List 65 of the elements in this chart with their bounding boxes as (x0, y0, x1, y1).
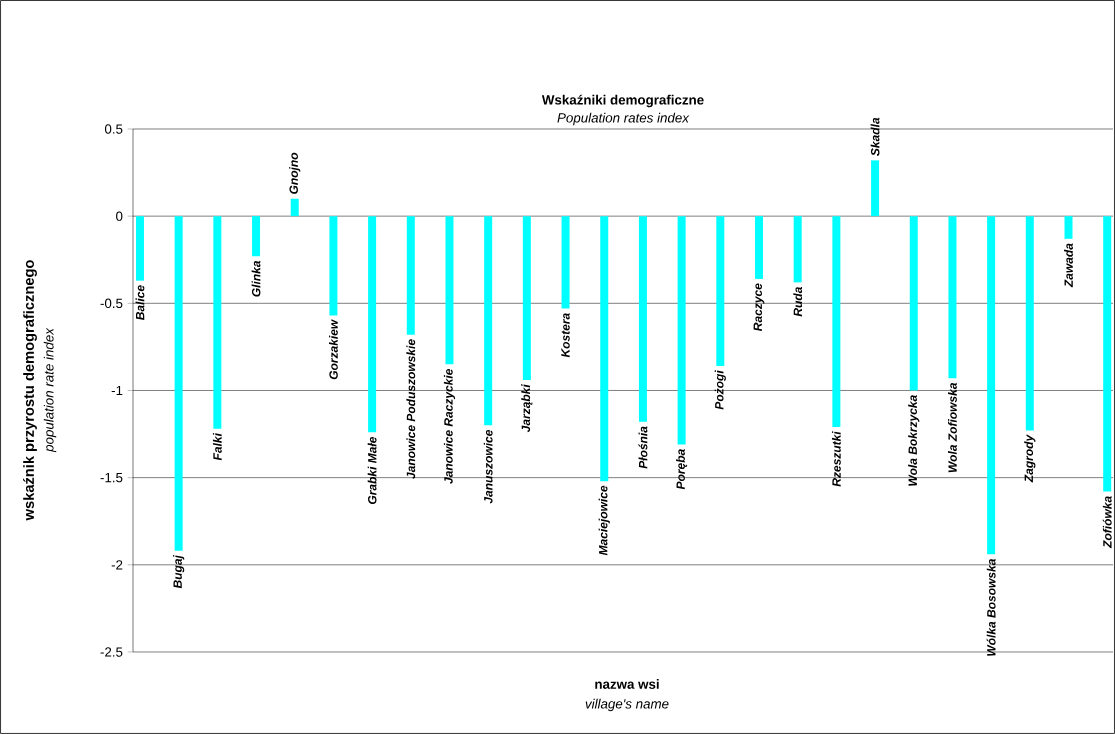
x-tick-label: Poręba (676, 449, 688, 490)
bar (871, 160, 880, 217)
x-tick-label: Płośnia (638, 426, 648, 469)
x-tick-label: Wólka Bosowska (986, 558, 996, 656)
x-tick-label: Maciejowice (598, 485, 610, 556)
bar (252, 216, 261, 257)
y-tick-label: -1.5 (100, 472, 123, 483)
x-tick-label: Rzeszutki (831, 431, 841, 487)
bar (445, 216, 454, 365)
bar (406, 216, 415, 335)
x-tick-label: Grabki Małe (367, 436, 377, 505)
x-tick-label: Januszowice (483, 429, 493, 504)
bar (638, 216, 647, 422)
y-tick-label: 0 (116, 211, 123, 221)
y-tick-label: -0.5 (100, 298, 123, 309)
bar (909, 216, 918, 391)
y-tick-label: -1 (111, 385, 123, 396)
x-tick-label: Wola Zofiowska (948, 382, 957, 473)
bar (290, 198, 299, 217)
bar (600, 216, 609, 482)
bar (329, 216, 338, 316)
bar (213, 216, 222, 429)
chart-subtitle: Population rates index (557, 112, 690, 126)
bar (522, 216, 531, 381)
x-tick-label: Ruda (793, 287, 803, 317)
bar (174, 216, 183, 551)
text: population rate index (43, 327, 57, 453)
x-tick-label: Jarząbki (521, 384, 533, 433)
y-tick-label: -2.5 (100, 647, 123, 657)
x-tick-label: Wola Bokrzycka (908, 395, 920, 486)
x-tick-label: Gnojno (289, 152, 301, 194)
bar (793, 216, 802, 283)
bar (561, 216, 570, 309)
x-tick-label: Zawada (1064, 243, 1073, 288)
text: village's name (585, 698, 669, 712)
x-tick-label: Balice (135, 285, 145, 321)
x-axis-title: nazwa wsi (595, 679, 659, 689)
bar (1025, 216, 1034, 431)
bar (832, 216, 841, 428)
x-tick-label: Glinka (251, 260, 261, 297)
x-tick-label: Raczyce (753, 283, 765, 332)
bar (716, 216, 725, 367)
y-axis-title: wskaźnik przyrostu demograficznego (23, 260, 37, 521)
bar (948, 216, 957, 379)
x-tick-label: Janowice Raczyckie (443, 368, 456, 484)
x-tick-label: Janowice Poduszowskie (406, 339, 416, 479)
x-tick-label: Falki (212, 432, 222, 461)
x-tick-label: Bugaj (173, 554, 185, 589)
y-tick-label: 0.5 (104, 124, 123, 134)
bar (1103, 216, 1112, 492)
x-tick-label: Skadla (870, 117, 880, 156)
x-tick-label: Gorzakiew (329, 319, 338, 380)
bar (754, 216, 763, 279)
x-tick-label: Kostera (561, 313, 570, 358)
bar (368, 216, 377, 433)
x-tick-label: Zofiówka (1102, 496, 1112, 549)
bar (677, 216, 686, 445)
y-tick-label: -2 (111, 560, 123, 570)
x-tick-label: Zagrody (1024, 434, 1036, 483)
bar (484, 216, 493, 426)
x-tick-label: Pożogi (714, 370, 726, 410)
bar (135, 216, 144, 281)
chart-title: Wskaźniki demograficzne (541, 94, 704, 108)
bar (1064, 216, 1073, 239)
bar (987, 216, 996, 555)
